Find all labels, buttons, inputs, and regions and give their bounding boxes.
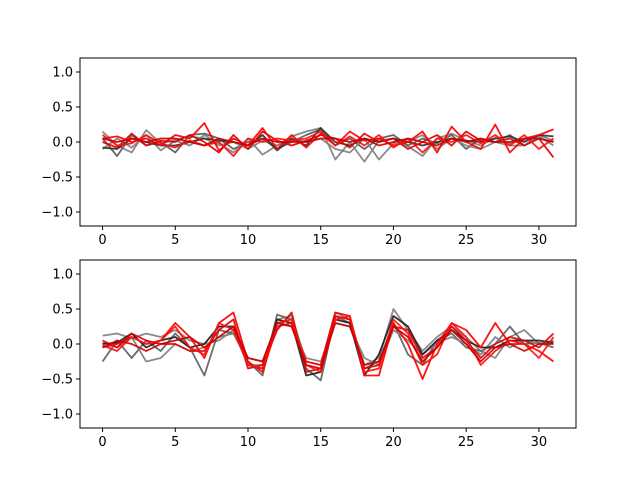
top-subplot: 0 5 10 15 20 25 30 1.0 0.5 0.0 −0.5 −1.0 [41,57,577,248]
series-line-5 [102,311,554,380]
x-tick-label: 10 [240,233,257,248]
y-tick-label: 1.0 [52,268,73,283]
bottom-subplot: 0 5 10 15 20 25 30 1.0 0.5 0.0 −0.5 −1.0 [41,259,577,450]
y-tick-label: 0.5 [52,303,73,318]
x-tick-label: 30 [531,233,548,248]
x-tick-label: 0 [98,233,106,248]
x-tick-label: 15 [312,435,329,450]
series-line-6 [102,311,555,373]
y-tick-label: 0.0 [52,338,73,353]
y-tick-label: −1.0 [41,408,73,423]
x-tick-label: 0 [98,435,106,450]
series-line-8 [102,137,554,147]
y-tick-label: 1.0 [52,66,73,81]
x-tick-label: 5 [171,435,179,450]
y-tick-label: −0.5 [41,373,73,388]
x-tick-label: 15 [312,233,329,248]
series-line-8 [102,322,554,370]
x-tick-label: 10 [240,435,257,450]
x-tick-label: 25 [458,435,475,450]
y-tick-label: 0.0 [52,136,73,151]
x-tick-label: 25 [458,233,475,248]
x-tick-label: 5 [171,233,179,248]
y-tick-label: 0.5 [52,101,73,116]
y-tick-label: −0.5 [41,171,73,186]
x-tick-label: 20 [385,233,402,248]
y-tick-label: −1.0 [41,206,73,221]
x-tick-label: 30 [531,435,548,450]
x-tick-label: 20 [385,435,402,450]
